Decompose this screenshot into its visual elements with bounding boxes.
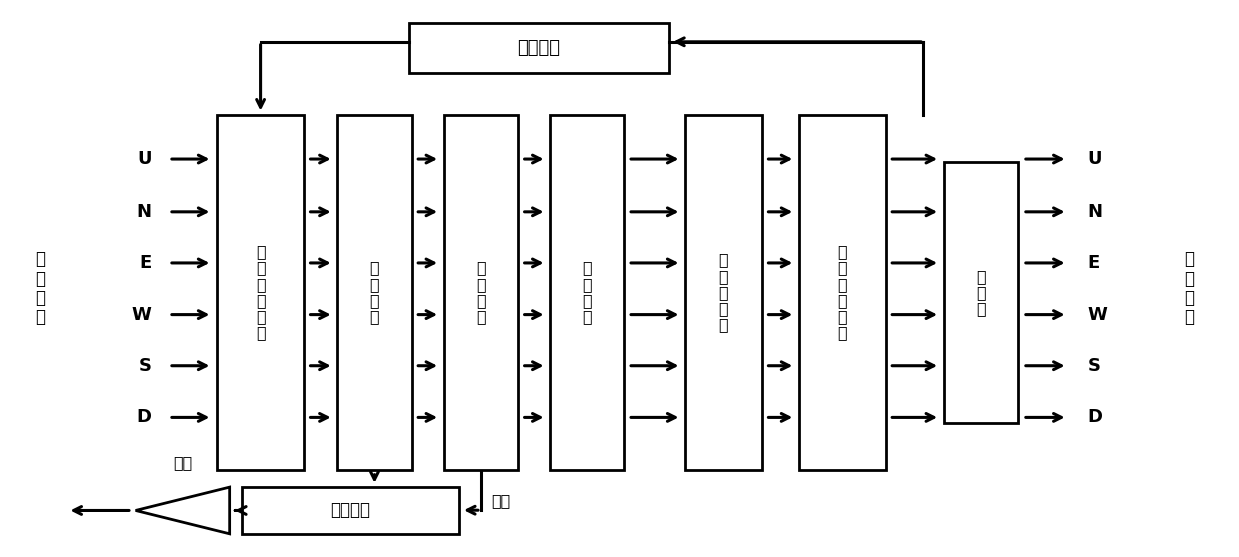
FancyBboxPatch shape <box>444 115 518 470</box>
Text: 本
地
注
入: 本 地 注 入 <box>476 261 486 324</box>
FancyBboxPatch shape <box>409 23 669 73</box>
FancyBboxPatch shape <box>242 487 458 534</box>
FancyBboxPatch shape <box>217 115 304 470</box>
FancyBboxPatch shape <box>337 115 411 470</box>
Text: D: D <box>136 408 151 427</box>
Text: 注入: 注入 <box>491 494 510 508</box>
FancyBboxPatch shape <box>685 115 762 470</box>
Text: U: U <box>1088 150 1101 168</box>
Text: 旁路缓存: 旁路缓存 <box>518 39 560 57</box>
Text: U: U <box>138 150 151 168</box>
FancyBboxPatch shape <box>944 162 1018 423</box>
Polygon shape <box>135 487 229 534</box>
Text: 排出: 排出 <box>173 455 192 470</box>
Text: 排出缓存: 排出缓存 <box>331 501 370 520</box>
Text: 重
计
算: 重 计 算 <box>976 268 986 316</box>
Text: W: W <box>1088 306 1108 324</box>
Text: S: S <box>139 356 151 375</box>
Text: 旁
路
缓
存
排
出: 旁 路 缓 存 排 出 <box>838 245 847 340</box>
FancyBboxPatch shape <box>550 115 624 470</box>
Text: S: S <box>1088 356 1100 375</box>
Text: 本
地
排
出: 本 地 排 出 <box>369 261 379 324</box>
Text: 优
先
级
排
序: 优 先 级 排 序 <box>719 252 729 333</box>
Text: E: E <box>1088 254 1099 272</box>
Text: 输
出
端
口: 输 出 端 口 <box>1183 250 1194 326</box>
Text: W: W <box>131 306 151 324</box>
FancyBboxPatch shape <box>799 115 886 470</box>
Text: 地
址
计
算: 地 址 计 算 <box>582 261 592 324</box>
Text: D: D <box>1088 408 1103 427</box>
Text: 旁
路
缓
存
注
入: 旁 路 缓 存 注 入 <box>255 245 265 340</box>
Text: 输
入
端
口: 输 入 端 口 <box>35 250 46 326</box>
Text: N: N <box>136 203 151 221</box>
Text: N: N <box>1088 203 1103 221</box>
Text: E: E <box>140 254 151 272</box>
